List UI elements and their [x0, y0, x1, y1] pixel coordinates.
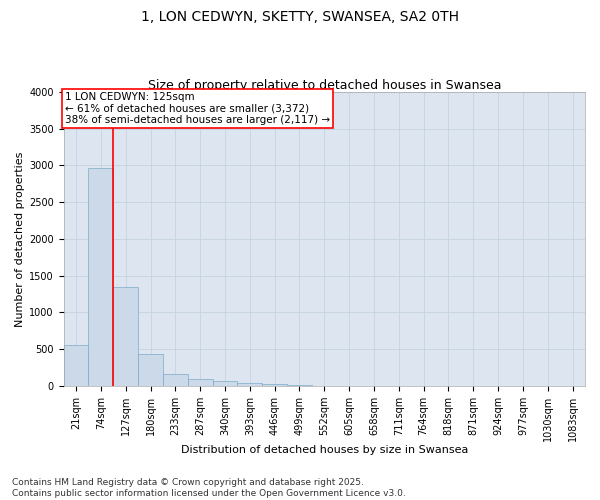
Bar	[113, 288, 138, 386]
Bar	[212, 382, 238, 386]
Title: Size of property relative to detached houses in Swansea: Size of property relative to detached ho…	[148, 79, 501, 92]
Y-axis label: Number of detached properties: Number of detached properties	[15, 151, 25, 326]
Bar	[138, 354, 163, 386]
Bar	[188, 378, 212, 386]
Bar	[64, 344, 88, 386]
Bar	[262, 384, 287, 386]
Bar	[238, 383, 262, 386]
Text: 1 LON CEDWYN: 125sqm
← 61% of detached houses are smaller (3,372)
38% of semi-de: 1 LON CEDWYN: 125sqm ← 61% of detached h…	[65, 92, 330, 125]
Bar	[163, 374, 188, 386]
Bar	[88, 168, 113, 386]
Text: 1, LON CEDWYN, SKETTY, SWANSEA, SA2 0TH: 1, LON CEDWYN, SKETTY, SWANSEA, SA2 0TH	[141, 10, 459, 24]
Text: Contains HM Land Registry data © Crown copyright and database right 2025.
Contai: Contains HM Land Registry data © Crown c…	[12, 478, 406, 498]
X-axis label: Distribution of detached houses by size in Swansea: Distribution of detached houses by size …	[181, 445, 468, 455]
